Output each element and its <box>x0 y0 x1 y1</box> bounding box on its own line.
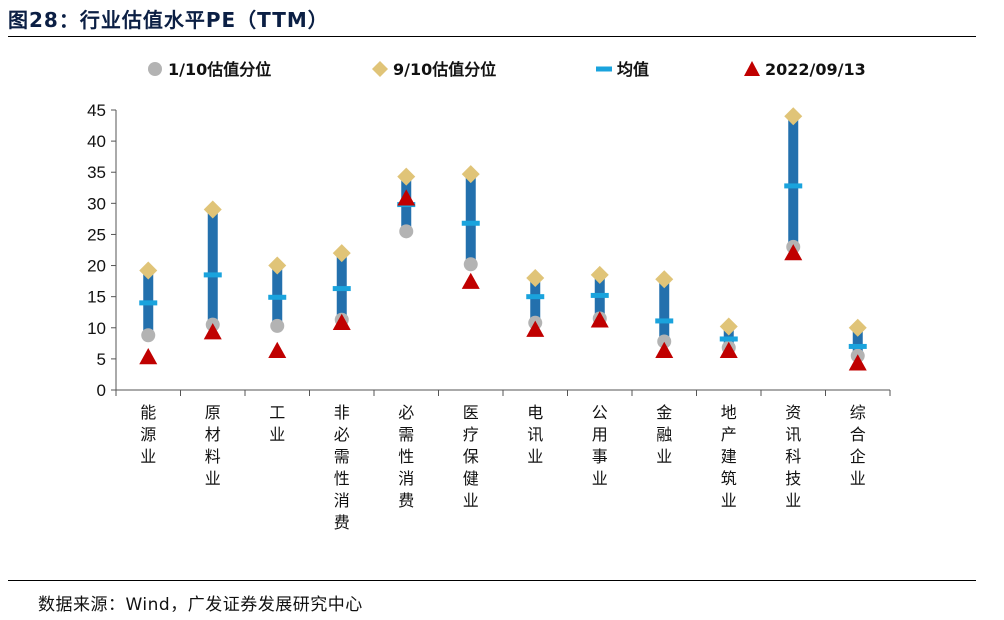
legend-marker <box>744 61 760 76</box>
current-marker <box>397 189 416 206</box>
p10-marker <box>463 257 478 272</box>
p90-marker <box>397 167 416 186</box>
category-label: 公用事业 <box>592 403 608 488</box>
current-marker <box>590 311 609 328</box>
mean-marker <box>719 336 738 342</box>
p90-marker <box>719 317 738 336</box>
legend-label: 9/10估值分位 <box>393 60 496 79</box>
pe-range-chart: 1/10估值分位 9/10估值分位 均值 2022/09/13 0 5 10 15 20 25 3… <box>87 60 891 532</box>
category-labels: 能源业 原材料业 工业 非必需性消费 必需性消费 医疗保健业 电讯业 公用事业 金融业 地产建筑业… <box>140 403 866 532</box>
p10-marker <box>141 328 156 343</box>
legend-item: 9/10估值分位 <box>372 60 496 79</box>
source-note: 数据来源：Wind，广发证券发展研究中心 <box>38 595 363 615</box>
y-tick-label: 40 <box>87 132 106 151</box>
legend-label: 2022/09/13 <box>765 60 866 79</box>
legend: 1/10估值分位 9/10估值分位 均值 2022/09/13 <box>148 60 866 79</box>
current-marker <box>848 354 867 371</box>
y-tick-label: 5 <box>97 350 106 369</box>
y-tick-label: 30 <box>87 194 106 213</box>
p90-marker <box>526 269 545 287</box>
y-tick-label: 20 <box>87 257 106 276</box>
legend-item: 2022/09/13 <box>744 60 866 79</box>
p90-marker <box>139 261 158 280</box>
current-marker <box>655 341 674 358</box>
category-label: 综合企业 <box>850 403 866 488</box>
mean-marker <box>139 300 158 306</box>
y-tick-label: 0 <box>97 381 106 400</box>
category-label: 能源业 <box>140 403 156 466</box>
legend-label: 均值 <box>617 60 649 79</box>
current-marker <box>268 341 287 358</box>
current-marker <box>784 244 803 261</box>
mean-marker <box>526 294 545 300</box>
y-tick-label: 25 <box>87 225 106 244</box>
p10-marker <box>657 334 672 349</box>
mean-marker <box>655 318 674 324</box>
current-marker <box>461 272 480 289</box>
p90-marker <box>655 270 674 289</box>
mean-marker <box>332 286 351 292</box>
range-bar <box>207 209 218 325</box>
bottom-divider <box>8 580 976 581</box>
p90-marker <box>268 256 287 275</box>
mean-marker <box>848 343 867 349</box>
category-label: 工业 <box>269 403 285 444</box>
current-marker <box>139 348 158 365</box>
legend-marker <box>148 62 162 76</box>
p90-marker <box>784 107 803 126</box>
category-label: 原材料业 <box>205 403 221 488</box>
p10-marker <box>270 318 285 333</box>
y-tick-label: 45 <box>87 101 106 120</box>
axes: 0 5 10 15 20 25 30 35 40 45 <box>87 101 891 400</box>
current-marker <box>332 313 351 330</box>
p90-marker <box>203 200 222 219</box>
category-label: 必需性消费 <box>398 403 414 510</box>
y-tick-label: 35 <box>87 163 106 182</box>
range-bar <box>852 327 863 356</box>
current-marker <box>526 320 545 337</box>
p90-marker <box>461 165 480 184</box>
legend-item: 均值 <box>596 60 649 79</box>
category-label: 地产建筑业 <box>721 403 737 510</box>
mean-marker <box>590 292 609 298</box>
range-bars <box>143 116 863 356</box>
mean-marker <box>461 220 480 226</box>
category-label: 金融业 <box>656 403 672 466</box>
p10-marker <box>399 224 414 239</box>
p90-marker <box>332 244 351 263</box>
mean-marker <box>268 294 287 300</box>
category-label: 资讯科技业 <box>785 403 801 510</box>
category-label: 非必需性消费 <box>334 403 350 532</box>
y-tick-label: 10 <box>87 319 106 338</box>
top-divider <box>8 36 976 37</box>
p90-marker <box>848 318 867 337</box>
y-tick-label: 15 <box>87 288 106 307</box>
legend-marker <box>372 61 388 77</box>
legend-label: 1/10估值分位 <box>168 60 271 79</box>
legend-item: 1/10估值分位 <box>148 60 271 79</box>
current-marker <box>203 323 222 340</box>
range-bar <box>530 278 541 323</box>
range-bar <box>788 116 799 247</box>
current-marker <box>719 341 738 358</box>
p90-marker <box>590 265 609 284</box>
category-label: 医疗保健业 <box>463 403 479 510</box>
legend-marker <box>596 66 612 72</box>
mean-marker <box>203 272 222 278</box>
range-bar <box>659 279 670 342</box>
range-bar <box>465 174 476 265</box>
markers <box>139 107 867 371</box>
mean-marker <box>784 183 803 189</box>
figure-title: 图28：行业估值水平PE（TTM） <box>8 8 329 32</box>
category-label: 电讯业 <box>527 403 543 466</box>
